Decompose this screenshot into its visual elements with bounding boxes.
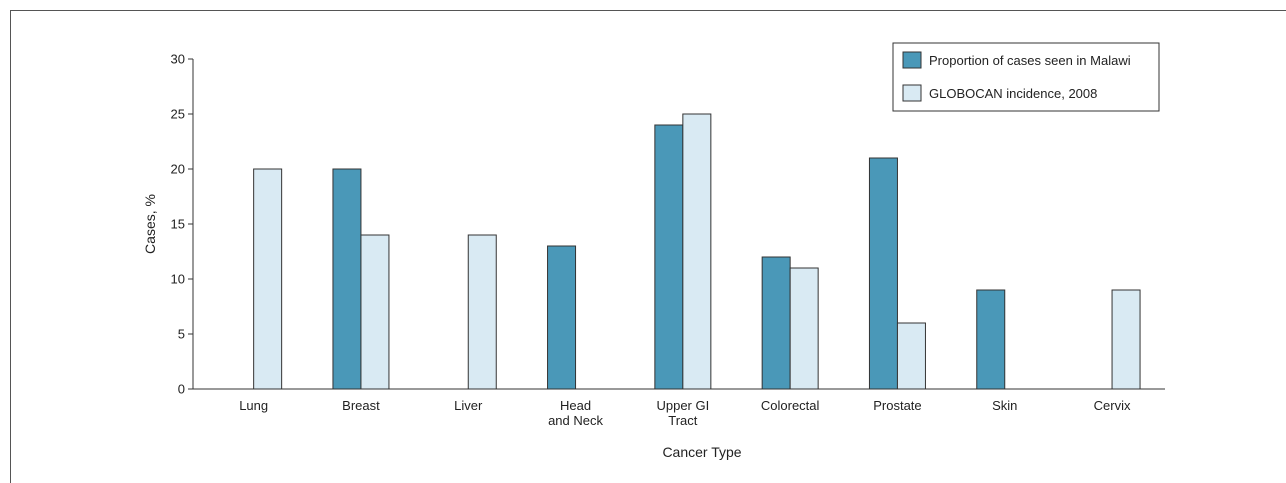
- x-tick-label: Upper GI Tract: [656, 398, 709, 428]
- bar-globocan: [467, 234, 497, 390]
- y-tick-label: 0: [178, 382, 185, 397]
- x-axis-label: Cancer Type: [662, 444, 741, 460]
- legend-swatch: [902, 84, 922, 102]
- y-axis-label: Cases, %: [142, 194, 158, 254]
- bar-malawi: [547, 245, 577, 390]
- bar-globocan: [1111, 289, 1141, 390]
- chart-frame: [10, 10, 1286, 483]
- bar-globocan: [360, 234, 390, 390]
- x-tick-label: Prostate: [873, 398, 921, 413]
- y-tick-label: 20: [171, 162, 185, 177]
- x-tick-label: Lung: [239, 398, 268, 413]
- y-tick-label: 15: [171, 217, 185, 232]
- bar-malawi: [868, 157, 898, 390]
- legend: Proportion of cases seen in Malawi GLOBOC…: [892, 42, 1160, 112]
- legend-box: [892, 42, 1160, 112]
- bar-globocan: [253, 168, 283, 390]
- bar-globocan: [896, 322, 926, 390]
- x-tick-label: Head and Neck: [548, 398, 603, 428]
- bar-malawi: [654, 124, 684, 390]
- x-tick-label: Liver: [454, 398, 483, 413]
- legend-label: GLOBOCAN incidence, 2008: [929, 86, 1097, 101]
- y-tick-label: 10: [171, 272, 185, 287]
- x-tick-label: Skin: [992, 398, 1017, 413]
- y-tick-label: 5: [178, 327, 185, 342]
- legend-label: Proportion of cases seen in Malawi: [929, 53, 1131, 68]
- x-tick-label: Cervix: [1094, 398, 1131, 413]
- bar-malawi: [976, 289, 1006, 390]
- legend-swatch: [902, 51, 922, 69]
- bar-globocan: [789, 267, 819, 390]
- bar-globocan: [682, 113, 712, 390]
- bar-malawi: [761, 256, 791, 390]
- y-tick-label: 30: [171, 52, 185, 67]
- x-tick-label: Breast: [342, 398, 380, 413]
- bar-malawi: [332, 168, 362, 390]
- y-tick-label: 25: [171, 107, 185, 122]
- x-tick-labels: Lung Breast Liver Head and Neck Upper GI Tract…: [239, 398, 1131, 428]
- y-tick-labels: 0 5 10 15 20 25 30: [171, 52, 185, 397]
- bars: [253, 113, 1141, 390]
- x-tick-label: Colorectal: [761, 398, 820, 413]
